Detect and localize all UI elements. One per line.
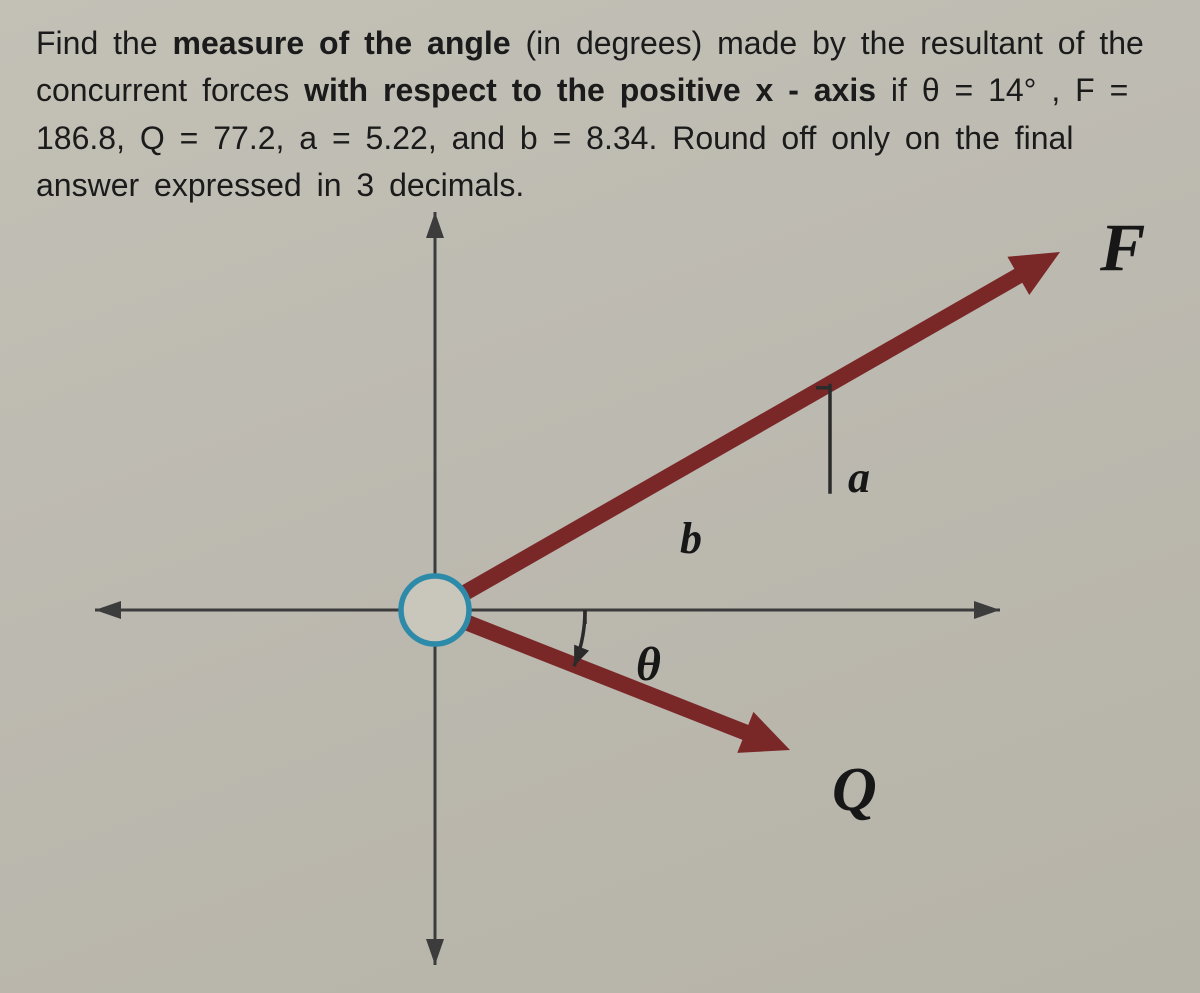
label-F: F	[1099, 209, 1145, 285]
label-a: a	[848, 453, 870, 502]
label-Q: Q	[832, 756, 877, 824]
force-vector-F	[453, 252, 1060, 600]
slope-triangle	[816, 384, 830, 494]
axes	[95, 212, 1000, 965]
force-vector-Q	[454, 617, 790, 752]
label-theta: θ	[636, 638, 661, 691]
origin-circle	[401, 576, 469, 644]
problem-statement: Find the measure of the angle (in degree…	[36, 20, 1164, 209]
label-b: b	[680, 514, 702, 563]
theta-angle	[574, 610, 589, 666]
force-diagram: F Q a b θ	[0, 190, 1200, 993]
